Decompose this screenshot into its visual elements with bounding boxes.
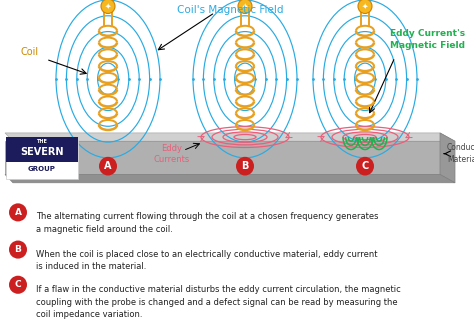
Text: A: A: [15, 208, 21, 217]
Text: If a flaw in the conductive material disturbs the eddy current circulation, the : If a flaw in the conductive material dis…: [36, 285, 401, 320]
Circle shape: [236, 157, 254, 176]
Bar: [6, 137, 78, 162]
Text: Conductive
Material: Conductive Material: [447, 143, 474, 164]
Circle shape: [9, 241, 27, 259]
Text: C: C: [15, 280, 21, 289]
Circle shape: [9, 276, 27, 294]
Circle shape: [358, 0, 372, 13]
Text: When the coil is placed close to an electrically conductive material, eddy curre: When the coil is placed close to an elec…: [36, 250, 377, 271]
Text: Eddy Current's
Magnetic Field: Eddy Current's Magnetic Field: [390, 29, 465, 50]
Text: A: A: [104, 161, 112, 171]
Circle shape: [99, 157, 117, 176]
Text: Eddy
Currents: Eddy Currents: [154, 144, 190, 164]
Circle shape: [101, 0, 115, 13]
Text: Coil: Coil: [21, 47, 39, 57]
Text: C: C: [361, 161, 369, 171]
Text: Coil's Magnetic Field: Coil's Magnetic Field: [177, 5, 283, 15]
Polygon shape: [440, 133, 455, 183]
Bar: [6, 137, 78, 179]
Polygon shape: [5, 133, 455, 141]
Text: The alternating current flowing through the coil at a chosen frequency generates: The alternating current flowing through …: [36, 212, 379, 234]
Text: ✦: ✦: [105, 2, 111, 11]
Circle shape: [356, 157, 374, 176]
Circle shape: [9, 203, 27, 221]
Text: ✦: ✦: [362, 2, 368, 11]
Text: SEVERN: SEVERN: [20, 147, 64, 157]
Text: B: B: [241, 161, 249, 171]
Polygon shape: [5, 175, 455, 183]
Circle shape: [238, 0, 252, 13]
Polygon shape: [5, 141, 440, 175]
Text: ✦: ✦: [242, 2, 248, 11]
Text: B: B: [15, 245, 21, 254]
Text: GROUP: GROUP: [28, 166, 56, 173]
Text: THE: THE: [36, 139, 47, 144]
